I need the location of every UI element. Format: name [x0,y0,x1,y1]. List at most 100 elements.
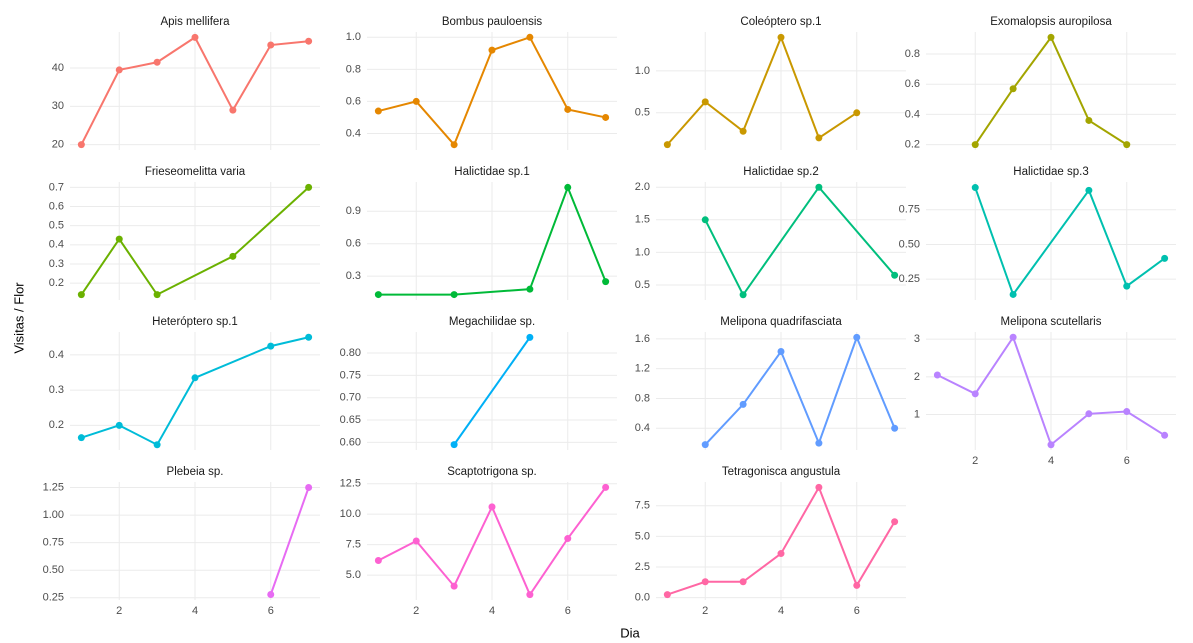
point [891,424,899,432]
point [526,33,534,41]
y-tick-label: 0.5 [49,220,64,232]
panel-title: Halictidae sp.3 [1013,166,1088,178]
panel-title: Frieseomelitta varia [145,166,246,178]
y-tick-label: 0.3 [49,258,64,270]
point [115,66,123,74]
y-tick-label: 0.50 [43,564,64,576]
x-tick-label: 6 [268,605,274,617]
point [739,127,747,135]
y-tick-label: 0.5 [635,107,650,119]
panel-title: Scaptotrigona sp. [447,466,537,478]
point [815,439,823,447]
y-tick-label: 0.75 [340,369,361,381]
point [777,348,785,356]
point [267,41,275,49]
y-tick-label: 1.0 [346,31,361,43]
y-tick-label: 2.5 [635,561,650,573]
panel-title: Halictidae sp.2 [743,166,818,178]
point [1047,33,1055,41]
point [305,37,313,45]
point [77,434,85,442]
point [450,141,458,149]
point [891,518,899,526]
y-tick-label: 0.3 [346,270,361,282]
point [564,183,572,191]
y-tick-label: 0.25 [899,273,920,285]
y-tick-label: 0.5 [635,279,650,291]
panel-title: Tetragonisca angustula [722,466,841,478]
point [701,216,709,224]
y-tick-label: 3 [914,333,920,345]
line [666,34,858,146]
x-tick-label: 4 [1048,455,1054,467]
point [374,291,382,299]
y-tick-label: 0.75 [43,537,64,549]
y-tick-label: 0.2 [49,277,64,289]
point [526,333,534,341]
point [267,590,275,598]
point [305,484,313,492]
point [739,400,747,408]
x-tick-label: 2 [116,605,122,617]
line [269,487,310,595]
point [1123,141,1131,149]
y-tick-label: 1.0 [635,246,650,258]
y-tick-label: 0.6 [905,78,920,90]
point [115,235,123,243]
point [1047,441,1055,449]
y-tick-label: 0.50 [899,238,920,250]
point [1009,333,1017,341]
panel-title: Bombus pauloensis [442,16,543,28]
y-tick-label: 30 [52,100,64,112]
y-tick-label: 0.2 [905,139,920,151]
y-axis-title: Visitas / Flor [11,282,26,354]
panel-title: Plebeia sp. [167,466,224,478]
y-tick-label: 0.4 [635,422,650,434]
line [974,187,1166,297]
x-tick-label: 6 [565,605,571,617]
line [704,334,896,446]
x-tick-label: 2 [972,455,978,467]
y-tick-label: 0.3 [49,384,64,396]
panel-title: Melipona quadrifasciata [720,316,842,328]
y-tick-label: 1 [914,408,920,420]
point [153,58,161,66]
y-tick-label: 0.9 [346,205,361,217]
point [815,134,823,142]
y-tick-label: 0.75 [899,204,920,216]
panel-title: Megachilidae sp. [449,316,535,328]
point [815,183,823,191]
y-tick-label: 10.0 [340,508,361,520]
x-tick-label: 2 [702,605,708,617]
point [153,441,161,449]
point [488,46,496,54]
line [453,336,531,446]
point [701,578,709,586]
point [971,184,979,192]
point [450,291,458,299]
y-tick-label: 2 [914,371,920,383]
y-tick-label: 0.4 [905,108,920,120]
y-tick-label: 1.0 [635,65,650,77]
y-tick-label: 20 [52,139,64,151]
y-tick-label: 0.0 [635,592,650,604]
point [1009,85,1017,93]
y-tick-label: 0.4 [49,239,64,251]
y-tick-label: 0.4 [49,349,64,361]
x-tick-label: 6 [1124,455,1130,467]
point [450,441,458,449]
panel-title: Coleóptero sp.1 [740,16,821,28]
point [191,33,199,41]
x-tick-label: 4 [778,605,784,617]
point [305,333,313,341]
point [564,535,572,543]
y-tick-label: 5.0 [635,530,650,542]
point [1085,410,1093,418]
point [374,107,382,115]
point [1085,186,1093,194]
point [526,285,534,293]
y-tick-label: 0.2 [49,419,64,431]
y-tick-label: 0.60 [340,436,361,448]
point [853,333,861,341]
y-tick-label: 0.8 [905,48,920,60]
